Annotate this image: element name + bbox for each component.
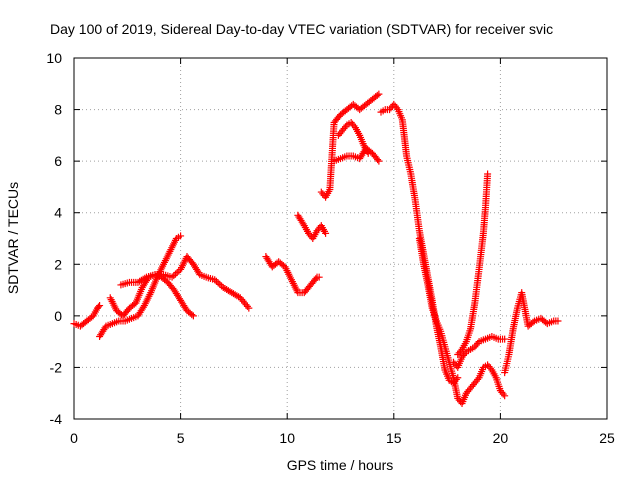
data-point [350, 122, 358, 130]
data-point [341, 123, 349, 131]
data-marks [70, 90, 562, 408]
data-point [315, 273, 323, 281]
x-tick-label: 25 [599, 430, 615, 446]
data-point [486, 364, 494, 372]
data-point [168, 273, 176, 281]
data-point [364, 149, 372, 157]
data-point [373, 91, 381, 99]
data-point [243, 302, 251, 310]
y-tick-label: 2 [54, 256, 62, 272]
chart-title: Day 100 of 2019, Sidereal Day-to-day VTE… [50, 21, 553, 37]
y-tick-label: -2 [50, 359, 63, 375]
data-point [374, 156, 382, 164]
x-tick-labels: 0 5 10 15 20 25 [70, 430, 615, 446]
y-tick-label: 10 [46, 50, 62, 66]
data-point [474, 339, 482, 347]
data-point [484, 170, 492, 178]
data-point [375, 157, 383, 165]
data-point [529, 318, 537, 326]
data-point [141, 274, 149, 282]
data-point [170, 272, 178, 280]
x-tick-label: 15 [386, 430, 402, 446]
data-point [95, 303, 103, 311]
data-point [245, 304, 253, 312]
data-point [177, 232, 185, 240]
y-tick-label: 0 [54, 308, 62, 324]
x-tick-label: 0 [70, 430, 78, 446]
data-point [322, 229, 330, 237]
y-tick-labels: -4 -2 0 2 4 6 8 10 [46, 50, 62, 427]
axis-ticks [73, 57, 608, 420]
data-point [96, 302, 104, 310]
data-point [214, 279, 222, 287]
y-tick-label: -4 [50, 411, 63, 427]
data-point [457, 347, 465, 355]
data-point [461, 350, 469, 358]
data-point [173, 269, 181, 277]
data-point [211, 276, 219, 284]
y-axis-label: SDTVAR / TECUs [5, 182, 21, 294]
data-point [212, 277, 220, 285]
data-point [312, 275, 320, 283]
data-point [501, 335, 509, 343]
y-tick-label: 6 [54, 153, 62, 169]
y-tick-label: 8 [54, 102, 62, 118]
data-point [393, 104, 401, 112]
data-point [554, 317, 562, 325]
data-point [188, 311, 196, 319]
x-tick-label: 20 [493, 430, 509, 446]
data-point [474, 375, 482, 383]
data-point [499, 390, 507, 398]
data-point [139, 303, 147, 311]
data-point [216, 280, 224, 288]
plot-frame [73, 57, 608, 420]
y-tick-label: 4 [54, 205, 62, 221]
x-tick-label: 10 [279, 430, 295, 446]
data-point [501, 392, 509, 400]
x-tick-label: 5 [177, 430, 185, 446]
x-axis-label: GPS time / hours [287, 457, 394, 473]
data-point [171, 270, 179, 278]
data-point [375, 90, 383, 98]
data-point [189, 312, 197, 320]
data-point [299, 220, 307, 228]
